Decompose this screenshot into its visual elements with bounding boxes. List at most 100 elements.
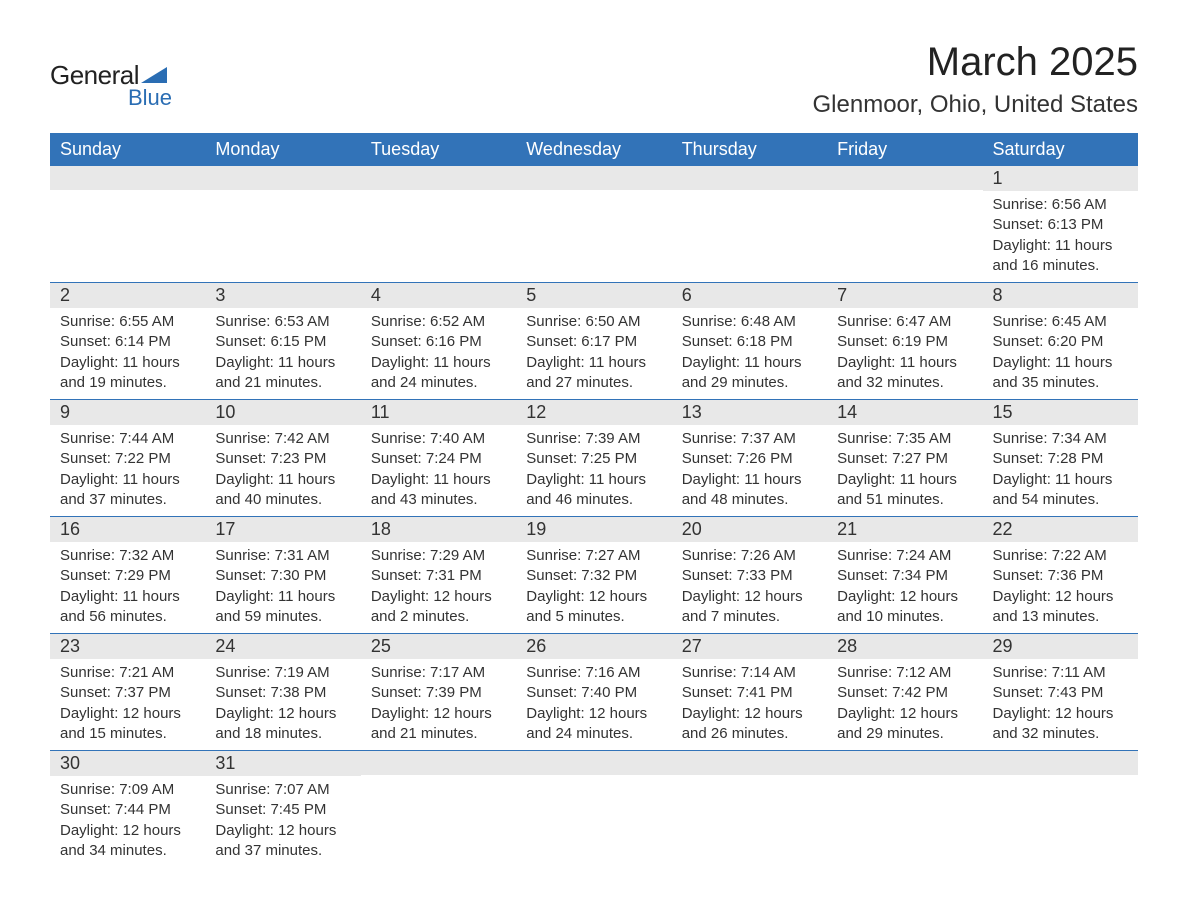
day-content: Sunrise: 6:47 AMSunset: 6:19 PMDaylight:… — [827, 308, 982, 399]
day-sunrise: Sunrise: 6:48 AM — [682, 312, 817, 332]
day-sunrise: Sunrise: 7:24 AM — [837, 546, 972, 566]
day-daylight1: Daylight: 12 hours — [837, 704, 972, 724]
calendar-day-cell: 6Sunrise: 6:48 AMSunset: 6:18 PMDaylight… — [672, 283, 827, 399]
day-number — [516, 751, 671, 775]
calendar-day-cell — [672, 751, 827, 867]
day-daylight1: Daylight: 11 hours — [993, 470, 1128, 490]
day-daylight1: Daylight: 11 hours — [60, 587, 195, 607]
day-number: 3 — [205, 283, 360, 308]
day-sunset: Sunset: 7:44 PM — [60, 800, 195, 820]
day-sunrise: Sunrise: 7:32 AM — [60, 546, 195, 566]
day-daylight2: and 32 minutes. — [837, 373, 972, 393]
day-daylight2: and 5 minutes. — [526, 607, 661, 627]
calendar-day-cell — [361, 166, 516, 282]
day-number — [672, 751, 827, 775]
day-daylight1: Daylight: 12 hours — [526, 587, 661, 607]
day-sunrise: Sunrise: 7:21 AM — [60, 663, 195, 683]
day-sunset: Sunset: 7:39 PM — [371, 683, 506, 703]
day-sunset: Sunset: 7:29 PM — [60, 566, 195, 586]
day-daylight2: and 10 minutes. — [837, 607, 972, 627]
day-sunset: Sunset: 6:14 PM — [60, 332, 195, 352]
day-number — [672, 166, 827, 190]
day-sunset: Sunset: 6:19 PM — [837, 332, 972, 352]
day-sunset: Sunset: 7:42 PM — [837, 683, 972, 703]
day-number: 15 — [983, 400, 1138, 425]
weekday-header: Sunday — [50, 133, 205, 166]
day-sunset: Sunset: 7:22 PM — [60, 449, 195, 469]
day-number: 20 — [672, 517, 827, 542]
calendar-header-row: Sunday Monday Tuesday Wednesday Thursday… — [50, 133, 1138, 166]
day-daylight1: Daylight: 11 hours — [837, 353, 972, 373]
calendar-day-cell: 22Sunrise: 7:22 AMSunset: 7:36 PMDayligh… — [983, 517, 1138, 633]
day-daylight2: and 18 minutes. — [215, 724, 350, 744]
day-sunset: Sunset: 7:45 PM — [215, 800, 350, 820]
calendar-day-cell: 19Sunrise: 7:27 AMSunset: 7:32 PMDayligh… — [516, 517, 671, 633]
calendar-week-row: 2Sunrise: 6:55 AMSunset: 6:14 PMDaylight… — [50, 282, 1138, 399]
day-sunrise: Sunrise: 6:53 AM — [215, 312, 350, 332]
day-daylight2: and 21 minutes. — [215, 373, 350, 393]
day-daylight1: Daylight: 12 hours — [371, 704, 506, 724]
day-number: 4 — [361, 283, 516, 308]
day-number: 12 — [516, 400, 671, 425]
day-content: Sunrise: 7:37 AMSunset: 7:26 PMDaylight:… — [672, 425, 827, 516]
calendar-day-cell: 2Sunrise: 6:55 AMSunset: 6:14 PMDaylight… — [50, 283, 205, 399]
day-daylight1: Daylight: 12 hours — [526, 704, 661, 724]
day-content — [983, 775, 1138, 795]
day-sunrise: Sunrise: 7:40 AM — [371, 429, 506, 449]
calendar-day-cell: 28Sunrise: 7:12 AMSunset: 7:42 PMDayligh… — [827, 634, 982, 750]
calendar-day-cell: 30Sunrise: 7:09 AMSunset: 7:44 PMDayligh… — [50, 751, 205, 867]
calendar-day-cell — [827, 751, 982, 867]
day-sunrise: Sunrise: 6:45 AM — [993, 312, 1128, 332]
day-daylight2: and 27 minutes. — [526, 373, 661, 393]
day-number: 7 — [827, 283, 982, 308]
day-sunset: Sunset: 7:37 PM — [60, 683, 195, 703]
day-daylight2: and 54 minutes. — [993, 490, 1128, 510]
day-sunset: Sunset: 7:38 PM — [215, 683, 350, 703]
day-sunrise: Sunrise: 7:44 AM — [60, 429, 195, 449]
day-number: 23 — [50, 634, 205, 659]
calendar-day-cell — [50, 166, 205, 282]
day-sunset: Sunset: 7:33 PM — [682, 566, 817, 586]
day-sunrise: Sunrise: 7:16 AM — [526, 663, 661, 683]
day-daylight2: and 19 minutes. — [60, 373, 195, 393]
calendar-day-cell: 9Sunrise: 7:44 AMSunset: 7:22 PMDaylight… — [50, 400, 205, 516]
day-sunrise: Sunrise: 6:50 AM — [526, 312, 661, 332]
calendar-day-cell: 24Sunrise: 7:19 AMSunset: 7:38 PMDayligh… — [205, 634, 360, 750]
day-content: Sunrise: 7:17 AMSunset: 7:39 PMDaylight:… — [361, 659, 516, 750]
calendar-body: 1Sunrise: 6:56 AMSunset: 6:13 PMDaylight… — [50, 166, 1138, 867]
calendar-day-cell — [361, 751, 516, 867]
day-sunset: Sunset: 6:17 PM — [526, 332, 661, 352]
day-content: Sunrise: 7:16 AMSunset: 7:40 PMDaylight:… — [516, 659, 671, 750]
day-sunrise: Sunrise: 7:14 AM — [682, 663, 817, 683]
day-daylight2: and 15 minutes. — [60, 724, 195, 744]
day-number: 8 — [983, 283, 1138, 308]
weekday-header: Thursday — [672, 133, 827, 166]
day-content: Sunrise: 7:07 AMSunset: 7:45 PMDaylight:… — [205, 776, 360, 867]
day-content: Sunrise: 7:44 AMSunset: 7:22 PMDaylight:… — [50, 425, 205, 516]
day-daylight1: Daylight: 12 hours — [60, 821, 195, 841]
day-number — [361, 166, 516, 190]
day-daylight2: and 29 minutes. — [837, 724, 972, 744]
day-sunset: Sunset: 7:23 PM — [215, 449, 350, 469]
day-daylight2: and 35 minutes. — [993, 373, 1128, 393]
day-daylight2: and 21 minutes. — [371, 724, 506, 744]
day-content: Sunrise: 7:29 AMSunset: 7:31 PMDaylight:… — [361, 542, 516, 633]
day-sunrise: Sunrise: 7:11 AM — [993, 663, 1128, 683]
day-sunrise: Sunrise: 7:22 AM — [993, 546, 1128, 566]
day-content: Sunrise: 7:12 AMSunset: 7:42 PMDaylight:… — [827, 659, 982, 750]
day-daylight1: Daylight: 11 hours — [215, 470, 350, 490]
day-daylight2: and 37 minutes. — [60, 490, 195, 510]
day-sunset: Sunset: 6:13 PM — [993, 215, 1128, 235]
day-daylight1: Daylight: 12 hours — [682, 704, 817, 724]
day-daylight2: and 16 minutes. — [993, 256, 1128, 276]
day-number: 25 — [361, 634, 516, 659]
day-sunset: Sunset: 7:34 PM — [837, 566, 972, 586]
day-sunset: Sunset: 7:32 PM — [526, 566, 661, 586]
logo: General Blue — [50, 60, 172, 111]
day-daylight1: Daylight: 12 hours — [682, 587, 817, 607]
day-content: Sunrise: 6:55 AMSunset: 6:14 PMDaylight:… — [50, 308, 205, 399]
day-content: Sunrise: 7:42 AMSunset: 7:23 PMDaylight:… — [205, 425, 360, 516]
day-number — [516, 166, 671, 190]
day-content — [827, 190, 982, 210]
day-daylight1: Daylight: 11 hours — [526, 470, 661, 490]
